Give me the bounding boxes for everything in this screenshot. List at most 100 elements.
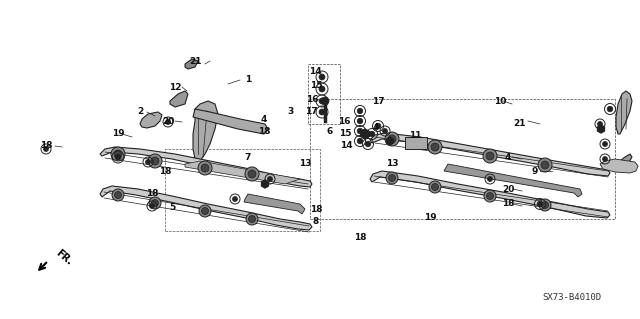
Circle shape <box>111 147 125 161</box>
Text: 20: 20 <box>502 184 514 194</box>
Polygon shape <box>193 101 218 161</box>
Text: 18: 18 <box>354 233 366 241</box>
Text: 19: 19 <box>112 130 124 138</box>
Circle shape <box>486 192 493 199</box>
Polygon shape <box>100 186 312 230</box>
Circle shape <box>357 108 363 114</box>
Circle shape <box>429 181 441 193</box>
Circle shape <box>385 132 399 146</box>
Circle shape <box>319 86 325 92</box>
Polygon shape <box>100 147 312 187</box>
Circle shape <box>115 191 122 198</box>
Circle shape <box>388 174 396 182</box>
Text: 16: 16 <box>338 116 350 125</box>
Text: 18: 18 <box>310 204 323 213</box>
Circle shape <box>428 140 442 154</box>
Polygon shape <box>618 154 632 167</box>
Polygon shape <box>140 112 162 128</box>
Polygon shape <box>185 59 198 69</box>
Circle shape <box>199 205 211 217</box>
Polygon shape <box>193 109 268 134</box>
Text: 17: 17 <box>305 107 317 115</box>
Text: 20: 20 <box>162 116 174 125</box>
Polygon shape <box>444 164 582 197</box>
Polygon shape <box>361 129 369 139</box>
Polygon shape <box>185 161 300 184</box>
Circle shape <box>246 213 258 225</box>
Circle shape <box>369 131 375 137</box>
Circle shape <box>268 176 273 182</box>
Text: FR.: FR. <box>54 248 74 267</box>
Circle shape <box>541 161 549 169</box>
Polygon shape <box>387 137 394 145</box>
Circle shape <box>148 154 162 168</box>
Text: 9: 9 <box>532 167 538 175</box>
Circle shape <box>114 150 122 158</box>
Circle shape <box>386 172 398 184</box>
Text: 18: 18 <box>159 167 172 176</box>
Circle shape <box>357 128 363 134</box>
Circle shape <box>151 157 159 165</box>
Text: 4: 4 <box>505 152 511 161</box>
Polygon shape <box>262 180 268 188</box>
Text: 17: 17 <box>372 97 384 106</box>
Text: 5: 5 <box>169 203 175 211</box>
Text: 15: 15 <box>339 129 351 137</box>
Circle shape <box>319 98 325 104</box>
Circle shape <box>484 190 496 202</box>
Circle shape <box>115 154 121 160</box>
Circle shape <box>112 189 124 201</box>
Circle shape <box>232 197 237 202</box>
Circle shape <box>44 146 49 152</box>
Circle shape <box>248 170 256 178</box>
Text: 19: 19 <box>424 212 436 221</box>
Text: 1: 1 <box>245 76 251 85</box>
Circle shape <box>602 157 607 161</box>
Circle shape <box>198 161 212 175</box>
Text: 2: 2 <box>137 108 143 116</box>
Circle shape <box>488 176 493 182</box>
Text: 10: 10 <box>494 97 506 106</box>
Circle shape <box>319 74 325 80</box>
Polygon shape <box>370 133 610 176</box>
Text: 18: 18 <box>146 189 158 198</box>
Polygon shape <box>244 194 305 214</box>
Text: 15: 15 <box>310 80 323 90</box>
Text: 16: 16 <box>306 94 318 103</box>
Text: 8: 8 <box>313 217 319 226</box>
Circle shape <box>245 167 259 181</box>
Circle shape <box>321 97 329 105</box>
Polygon shape <box>598 125 604 133</box>
Circle shape <box>383 129 387 133</box>
Circle shape <box>248 216 255 222</box>
Circle shape <box>201 164 209 172</box>
Text: 18: 18 <box>258 127 270 136</box>
Text: 12: 12 <box>169 83 181 92</box>
Text: 3: 3 <box>287 108 293 116</box>
Text: 14: 14 <box>308 66 321 76</box>
Text: 6: 6 <box>327 127 333 136</box>
Text: 7: 7 <box>245 152 251 161</box>
Text: 13: 13 <box>386 160 398 168</box>
Circle shape <box>150 204 154 209</box>
Circle shape <box>607 106 613 112</box>
Circle shape <box>202 207 209 214</box>
Text: 21: 21 <box>514 120 526 129</box>
Polygon shape <box>616 91 632 134</box>
Circle shape <box>388 135 396 143</box>
Circle shape <box>486 152 494 160</box>
Text: 14: 14 <box>340 140 352 150</box>
Text: 18: 18 <box>502 199 515 209</box>
Text: 4: 4 <box>261 115 267 123</box>
Circle shape <box>537 201 543 207</box>
Text: 18: 18 <box>40 142 52 151</box>
Circle shape <box>319 109 325 115</box>
Circle shape <box>539 199 551 211</box>
Circle shape <box>538 158 552 172</box>
Circle shape <box>431 143 439 151</box>
Text: 11: 11 <box>409 131 421 140</box>
Circle shape <box>483 149 497 163</box>
Circle shape <box>365 141 371 147</box>
Circle shape <box>357 118 363 124</box>
Polygon shape <box>170 91 188 107</box>
